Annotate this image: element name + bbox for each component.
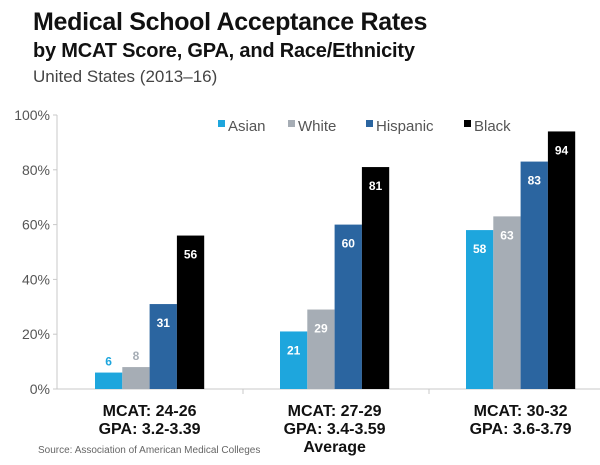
legend-swatch-hispanic (366, 120, 373, 127)
data-label: 31 (157, 316, 171, 330)
data-label: 58 (473, 242, 487, 256)
data-label: 8 (133, 349, 140, 363)
bar-hispanic (149, 304, 177, 389)
legend-swatch-white (288, 120, 295, 127)
legend-label-black: Black (474, 118, 511, 135)
legend-swatch-black (464, 120, 471, 127)
data-label: 6 (105, 355, 112, 369)
bar-white (122, 367, 150, 389)
legend-label-asian: Asian (228, 118, 266, 135)
data-label: 63 (500, 228, 514, 242)
chart-period: United States (2013–16) (33, 67, 218, 86)
data-label: 83 (528, 174, 542, 188)
bar-black (176, 235, 205, 389)
legend-label-hispanic: Hispanic (376, 118, 434, 135)
source-note: Source: Association of American Medical … (38, 445, 261, 456)
category-label: MCAT: 27-29 (288, 403, 382, 420)
y-tick-label: 0% (30, 381, 50, 397)
category-label: MCAT: 30-32 (474, 403, 568, 420)
data-label: 60 (342, 237, 356, 251)
data-label: 21 (287, 343, 301, 357)
y-tick-label: 80% (22, 162, 50, 178)
y-tick-label: 60% (22, 217, 50, 233)
data-label: 29 (314, 322, 328, 336)
bar-hispanic (334, 224, 362, 389)
category-label: MCAT: 24-26 (103, 403, 197, 420)
data-label: 94 (555, 143, 569, 157)
bar-white (493, 216, 521, 389)
y-tick-label: 20% (22, 326, 50, 342)
bar-black (547, 131, 576, 389)
bar-hispanic (520, 161, 548, 389)
bar-white (307, 309, 335, 389)
bar-asian (280, 331, 308, 389)
data-label: 56 (184, 248, 198, 262)
y-tick-label: 40% (22, 271, 50, 287)
bar-asian (466, 230, 494, 389)
category-label: Average (303, 439, 366, 456)
bar-black (361, 167, 390, 389)
category-label: GPA: 3.4-3.59 (284, 421, 386, 438)
category-label: GPA: 3.6-3.79 (470, 421, 572, 438)
bar-asian (95, 372, 123, 389)
category-label: GPA: 3.2-3.39 (99, 421, 201, 438)
legend-swatch-asian (218, 120, 225, 127)
chart-title: Medical School Acceptance Rates (33, 8, 428, 36)
data-label: 81 (369, 179, 383, 193)
legend-label-white: White (298, 118, 336, 135)
y-tick-label: 100% (14, 107, 50, 123)
chart-subtitle: by MCAT Score, GPA, and Race/Ethnicity (33, 40, 415, 62)
